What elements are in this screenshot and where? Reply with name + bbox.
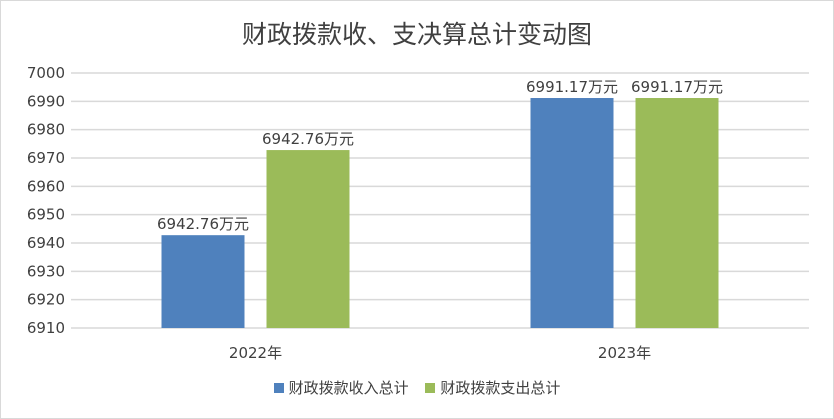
data-label: 6942.76万元 [262,130,354,148]
bar [161,235,245,328]
legend-item-income: 财政拨款收入总计 [273,377,409,398]
y-tick-label: 7000 [27,64,65,82]
bar [635,98,719,328]
legend: 财政拨款收入总计 财政拨款支出总计 [1,377,833,398]
x-tick-label: 2022年 [229,344,282,362]
bar [266,150,350,328]
y-tick-label: 6940 [27,234,65,252]
y-tick-label: 6970 [27,149,65,167]
y-tick-label: 6990 [27,92,65,110]
data-label: 6991.17万元 [631,78,723,96]
chart-title: 财政拨款收、支决算总计变动图 [241,20,592,49]
data-label: 6991.17万元 [526,78,618,96]
x-tick-label: 2023年 [598,344,651,362]
data-label: 6942.76万元 [157,215,249,233]
legend-swatch [425,382,436,393]
y-tick-label: 6980 [27,121,65,139]
legend-label: 财政拨款收入总计 [288,379,409,397]
y-tick-label: 6910 [27,319,65,337]
y-tick-label: 6920 [27,291,65,309]
y-tick-label: 6950 [27,206,65,224]
legend-item-expense: 财政拨款支出总计 [425,377,560,398]
bar [530,98,614,328]
y-tick-label: 6960 [27,177,65,195]
y-tick-label: 6930 [27,262,65,280]
legend-swatch [273,382,284,393]
legend-label: 财政拨款支出总计 [440,379,561,397]
